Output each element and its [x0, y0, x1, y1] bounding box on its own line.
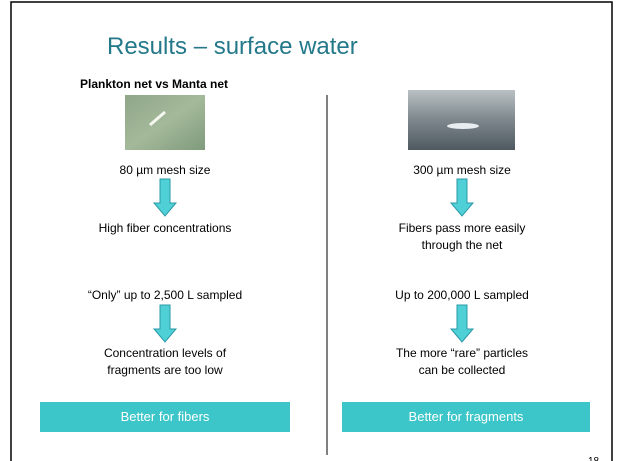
arrow	[154, 179, 176, 216]
page-number: 18	[588, 456, 600, 461]
plankton-net-photo	[125, 95, 205, 150]
right-effect: Fibers pass more easily	[399, 221, 526, 235]
left-volume: “Only” up to 2,500 L sampled	[88, 288, 242, 302]
arrow	[154, 305, 176, 342]
left-effect: High fiber concentrations	[99, 221, 232, 235]
right-mesh: 300 µm mesh size	[413, 163, 511, 177]
photo-detail	[447, 123, 479, 129]
left-verdict: Better for fibers	[121, 409, 210, 424]
right-result: can be collected	[419, 363, 506, 377]
arrow	[451, 179, 473, 216]
title: Results – surface water	[107, 33, 358, 60]
right-volume: Up to 200,000 L sampled	[395, 288, 529, 302]
left-mesh: 80 µm mesh size	[120, 163, 211, 177]
right-result: The more “rare” particles	[396, 346, 528, 360]
right-effect: through the net	[422, 238, 503, 252]
left-result: Concentration levels of	[104, 346, 227, 360]
arrow	[451, 305, 473, 342]
right-verdict: Better for fragments	[409, 409, 524, 424]
left-result: fragments are too low	[107, 363, 223, 377]
subtitle: Plankton net vs Manta net	[80, 77, 228, 91]
manta-net-photo	[408, 90, 515, 150]
slide: Results – surface water Plankton net vs …	[0, 0, 623, 461]
